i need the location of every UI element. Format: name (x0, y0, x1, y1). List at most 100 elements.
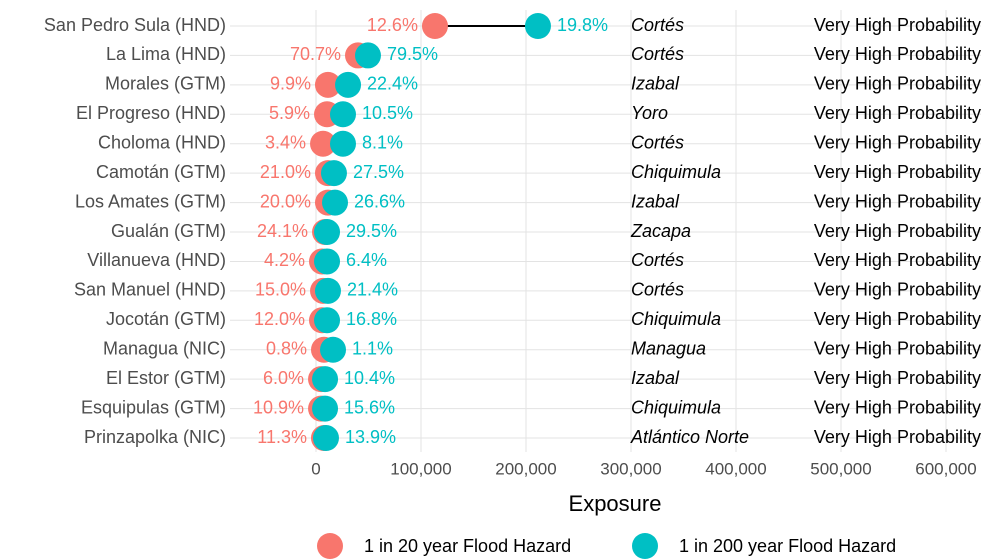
share-label-200yr: 13.9% (345, 427, 396, 447)
share-label-200yr: 22.4% (367, 74, 418, 94)
x-tick-label: 100,000 (390, 459, 451, 478)
dot-20yr (421, 13, 448, 39)
share-label-20yr: 12.6% (367, 15, 418, 35)
probability-label: Very High Probability (814, 103, 981, 123)
probability-label: Very High Probability (814, 191, 981, 211)
share-label-200yr: 6.4% (346, 250, 387, 270)
legend-swatch (317, 533, 343, 559)
share-label-200yr: 19.8% (557, 15, 608, 35)
department-label: Cortés (631, 15, 684, 35)
probability-label: Very High Probability (814, 74, 981, 94)
y-tick-label: San Pedro Sula (HND) (44, 15, 226, 35)
dot-200yr (312, 366, 339, 393)
dot-200yr (312, 425, 339, 452)
y-tick-label: La Lima (HND) (106, 44, 226, 64)
share-label-20yr: 3.4% (265, 132, 306, 152)
legend-label: 1 in 20 year Flood Hazard (364, 536, 571, 556)
dot-200yr (320, 160, 347, 187)
y-tick-label: El Progreso (HND) (76, 103, 226, 123)
probability-label: Very High Probability (814, 338, 981, 358)
probability-label: Very High Probability (814, 250, 981, 270)
department-label: Cortés (631, 250, 684, 270)
share-label-20yr: 10.9% (253, 397, 304, 417)
y-tick-label: Choloma (HND) (98, 132, 226, 152)
x-axis-title: Exposure (569, 491, 662, 516)
x-tick-label: 300,000 (600, 459, 661, 478)
y-tick-label: Morales (GTM) (105, 74, 226, 94)
department-label: Yoro (631, 103, 668, 123)
y-tick-label: Los Amates (GTM) (75, 191, 226, 211)
share-label-200yr: 10.4% (344, 368, 395, 388)
y-tick-label: Gualán (GTM) (111, 221, 226, 241)
department-label: Cortés (631, 44, 684, 64)
y-tick-label: Villanueva (HND) (87, 250, 226, 270)
share-label-200yr: 29.5% (346, 221, 397, 241)
share-label-200yr: 27.5% (353, 162, 404, 182)
dot-20yr (310, 130, 337, 157)
dot-200yr (320, 336, 347, 363)
x-tick-label: 400,000 (705, 459, 766, 478)
y-tick-label: Prinzapolka (NIC) (84, 427, 226, 447)
department-label: Chiquimula (631, 397, 721, 417)
probability-label: Very High Probability (814, 132, 981, 152)
probability-label: Very High Probability (814, 221, 981, 241)
share-label-20yr: 70.7% (290, 44, 341, 64)
legend-label: 1 in 200 year Flood Hazard (679, 536, 896, 556)
department-label: Izabal (631, 191, 680, 211)
dot-200yr (314, 219, 341, 246)
department-label: Zacapa (630, 221, 691, 241)
x-tick-label: 600,000 (915, 459, 976, 478)
probability-label: Very High Probability (814, 309, 981, 329)
share-label-20yr: 11.3% (257, 427, 307, 447)
share-label-200yr: 1.1% (352, 338, 393, 358)
share-label-200yr: 10.5% (362, 103, 413, 123)
department-label: Izabal (631, 74, 680, 94)
x-tick-label: 200,000 (495, 459, 556, 478)
department-label: Chiquimula (631, 309, 721, 329)
share-label-20yr: 6.0% (263, 368, 304, 388)
probability-label: Very High Probability (814, 427, 981, 447)
x-tick-label: 0 (311, 459, 320, 478)
dot-200yr (314, 277, 341, 304)
dot-200yr (354, 42, 381, 69)
share-label-20yr: 15.0% (255, 280, 306, 300)
probability-label: Very High Probability (814, 397, 981, 417)
probability-label: Very High Probability (814, 15, 981, 35)
share-label-20yr: 24.1% (257, 221, 308, 241)
share-label-20yr: 4.2% (264, 250, 305, 270)
share-label-20yr: 0.8% (266, 338, 307, 358)
share-label-20yr: 9.9% (270, 74, 311, 94)
share-label-200yr: 79.5% (387, 44, 438, 64)
probability-label: Very High Probability (814, 280, 981, 300)
department-label: Cortés (631, 280, 684, 300)
y-tick-label: El Estor (GTM) (106, 368, 226, 388)
share-label-20yr: 21.0% (260, 162, 311, 182)
probability-label: Very High Probability (814, 368, 981, 388)
share-label-20yr: 20.0% (260, 191, 311, 211)
department-label: Izabal (631, 368, 680, 388)
share-label-200yr: 15.6% (344, 397, 395, 417)
dot-200yr (335, 71, 362, 98)
share-label-200yr: 26.6% (354, 191, 405, 211)
dot-200yr (314, 307, 341, 334)
y-tick-label: Jocotán (GTM) (106, 309, 226, 329)
dot-200yr (329, 130, 356, 157)
dot-200yr (524, 13, 551, 39)
probability-label: Very High Probability (814, 162, 981, 182)
y-tick-label: Esquipulas (GTM) (81, 397, 226, 417)
department-label: Cortés (631, 132, 684, 152)
x-tick-label: 500,000 (810, 459, 871, 478)
share-label-200yr: 21.4% (347, 280, 398, 300)
legend-swatch (632, 533, 658, 559)
share-label-20yr: 12.0% (254, 309, 305, 329)
share-label-200yr: 8.1% (362, 132, 403, 152)
department-label: Managua (631, 338, 706, 358)
share-label-200yr: 16.8% (346, 309, 397, 329)
probability-label: Very High Probability (814, 44, 981, 64)
dot-200yr (322, 189, 349, 216)
y-tick-label: Managua (NIC) (103, 338, 226, 358)
y-tick-label: San Manuel (HND) (74, 280, 226, 300)
dot-20yr (314, 71, 341, 98)
department-label: Atlántico Norte (630, 427, 749, 447)
